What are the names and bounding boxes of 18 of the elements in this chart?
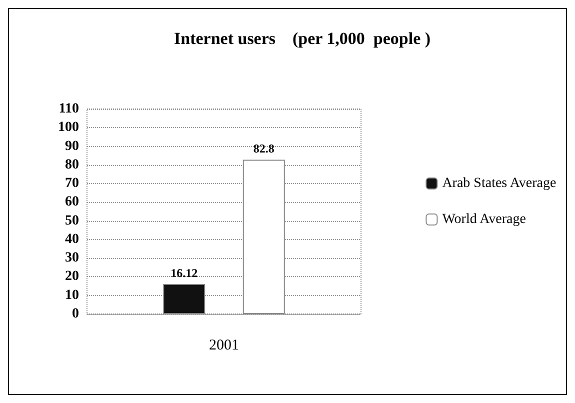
x-tick-label: 2001 bbox=[209, 338, 239, 354]
y-tick-label: 60 bbox=[65, 194, 79, 210]
y-tick-label: 90 bbox=[65, 138, 79, 154]
y-tick-label: 110 bbox=[58, 102, 79, 116]
y-tick-label: 70 bbox=[65, 176, 79, 192]
y-tick-label: 30 bbox=[65, 250, 79, 266]
data-label: 16.12 bbox=[170, 266, 198, 280]
chart-title: Internet users (per 1,000 people ) bbox=[174, 29, 431, 48]
y-tick-label: 80 bbox=[65, 157, 79, 172]
y-tick-label: 20 bbox=[65, 269, 79, 284]
y-tick-label: 40 bbox=[65, 232, 79, 247]
legend-label: Arab States Average bbox=[442, 176, 556, 191]
legend-label: World Average bbox=[442, 212, 526, 227]
y-tick-label: 10 bbox=[65, 288, 79, 303]
y-tick-label: 100 bbox=[58, 120, 79, 136]
y-tick-label: 50 bbox=[65, 213, 79, 228]
data-label: 82.8 bbox=[253, 142, 274, 156]
y-tick-label: 0 bbox=[72, 306, 79, 322]
